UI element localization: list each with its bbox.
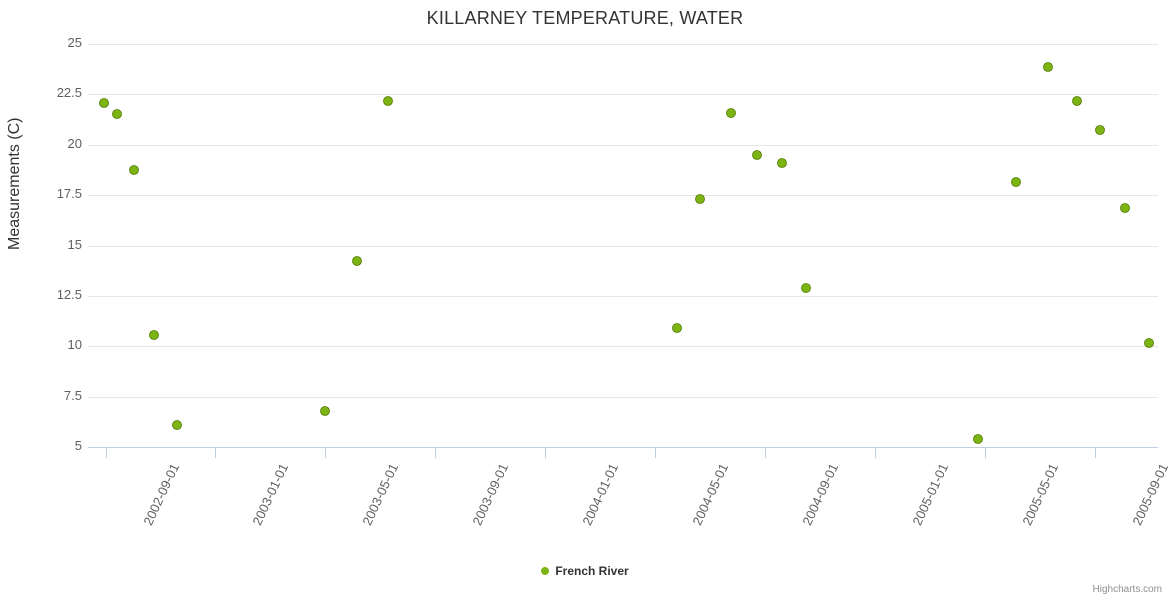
scatter-point[interactable] [112,109,122,119]
y-axis-tick-labels: 5 7.5 10 12.5 15 17.5 20 22.5 25 [40,0,82,600]
chart-title: KILLARNEY TEMPERATURE, WATER [426,8,744,28]
highcharts-credits[interactable]: Highcharts.com [1092,584,1162,595]
scatter-point[interactable] [1043,62,1053,72]
x-axis-tick-label: 2003-09-01 [469,461,512,528]
x-axis-tick-label: 2004-09-01 [799,461,842,528]
scatter-point[interactable] [129,165,139,175]
x-axis-tick-label: 2004-05-01 [689,461,732,528]
y-axis-tick-label: 5 [74,438,82,453]
scatter-point[interactable] [973,434,983,444]
y-axis-tick-label: 12.5 [56,286,82,302]
scatter-point[interactable] [726,108,736,118]
y-axis-tick-label: 20 [67,135,82,151]
scatter-point[interactable] [752,150,762,160]
y-axis-tick-label: 25 [67,35,82,50]
y-axis-tick-label: 17.5 [56,186,82,202]
y-axis-tick-label: 22.5 [56,85,82,101]
scatter-point[interactable] [695,194,705,204]
y-axis-tick-label: 7.5 [63,387,82,403]
scatter-point[interactable] [320,406,330,416]
scatter-point[interactable] [149,330,159,340]
x-axis-tick-label: 2003-01-01 [249,461,292,528]
chart-legend: French River [0,563,1170,578]
scatter-point[interactable] [1072,96,1082,106]
x-axis-tick-label: 2003-05-01 [359,461,402,528]
scatter-point[interactable] [672,323,682,333]
scatter-point[interactable] [777,158,787,168]
y-axis-tick-label: 15 [67,236,82,252]
scatter-point[interactable] [172,420,182,430]
legend-item-french-river[interactable]: French River [541,563,629,578]
x-axis-tick-label: 2005-09-01 [1129,461,1170,528]
scatter-point[interactable] [383,96,393,106]
scatter-point[interactable] [1120,203,1130,213]
scatter-point[interactable] [1144,338,1154,348]
x-axis-tick-label: 2002-09-01 [140,461,183,528]
x-axis-tick-label: 2005-05-01 [1019,461,1062,528]
scatter-point[interactable] [801,283,811,293]
scatter-point[interactable] [1011,177,1021,187]
scatter-point[interactable] [99,98,109,108]
legend-item-label: French River [555,563,629,578]
x-axis-tick-label: 2005-01-01 [909,461,952,528]
x-axis-tick-label: 2004-01-01 [579,461,622,528]
scatter-point[interactable] [1095,125,1105,135]
scatter-point[interactable] [352,256,362,266]
circle-marker-icon [541,566,550,575]
y-axis-tick-label: 10 [67,337,82,353]
